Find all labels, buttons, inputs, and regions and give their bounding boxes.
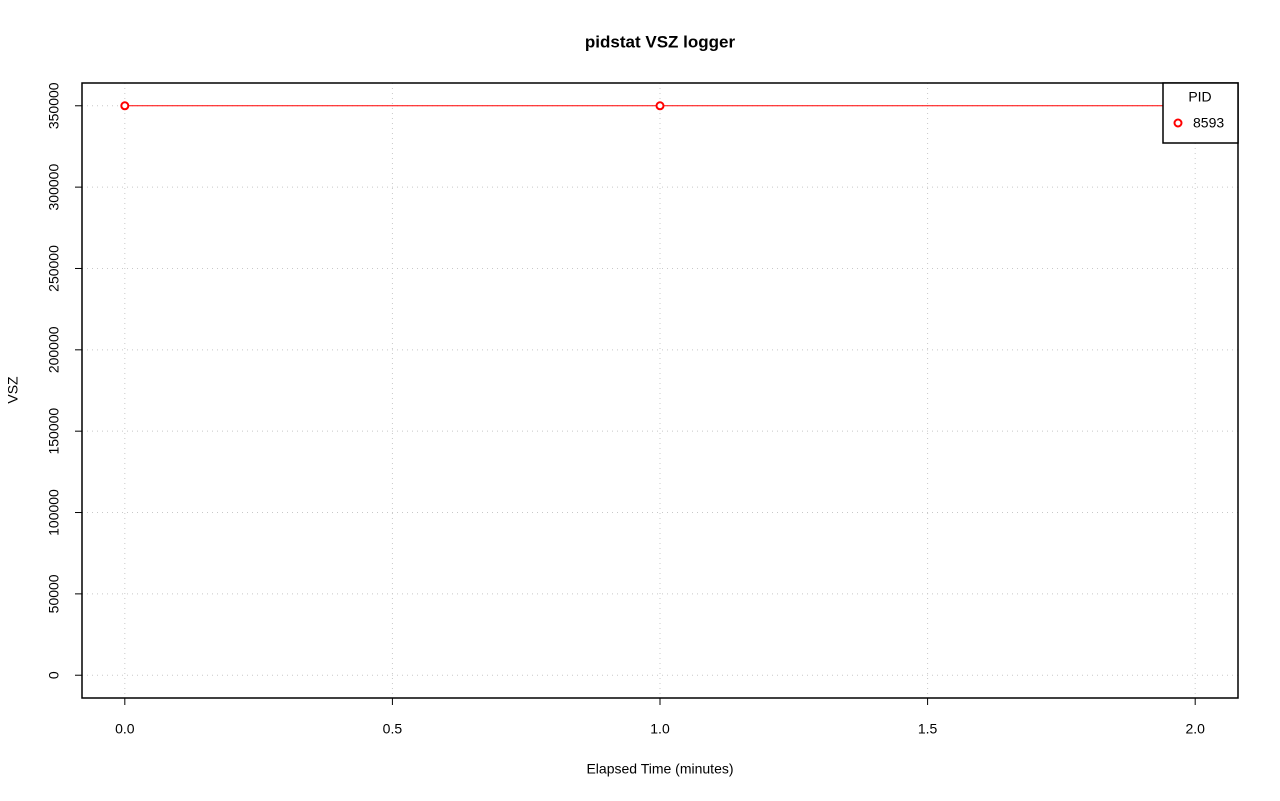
data-point — [655, 101, 665, 111]
y-tick-label: 300000 — [46, 164, 62, 211]
x-tick-label: 1.0 — [650, 721, 670, 737]
y-tick-label: 150000 — [46, 408, 62, 455]
legend-title: PID — [1188, 89, 1211, 105]
x-tick-label: 2.0 — [1185, 721, 1205, 737]
y-tick-label: 50000 — [46, 574, 62, 613]
y-tick-label: 0 — [46, 671, 62, 679]
y-axis-label: VSZ — [5, 376, 21, 404]
plot-frame — [81, 82, 1239, 699]
y-tick-label: 200000 — [46, 326, 62, 373]
x-tick-label: 1.5 — [918, 721, 938, 737]
x-tick-label: 0.0 — [115, 721, 135, 737]
legend-box — [1162, 82, 1239, 144]
y-tick-label: 350000 — [46, 82, 62, 129]
chart-title: pidstat VSZ logger — [585, 32, 736, 51]
legend-label: 8593 — [1193, 115, 1224, 131]
legend-marker — [1173, 118, 1183, 128]
x-tick-label: 0.5 — [383, 721, 403, 737]
x-axis-label: Elapsed Time (minutes) — [586, 761, 733, 777]
y-tick-label: 100000 — [46, 489, 62, 536]
y-tick-label: 250000 — [46, 245, 62, 292]
data-point — [120, 101, 130, 111]
